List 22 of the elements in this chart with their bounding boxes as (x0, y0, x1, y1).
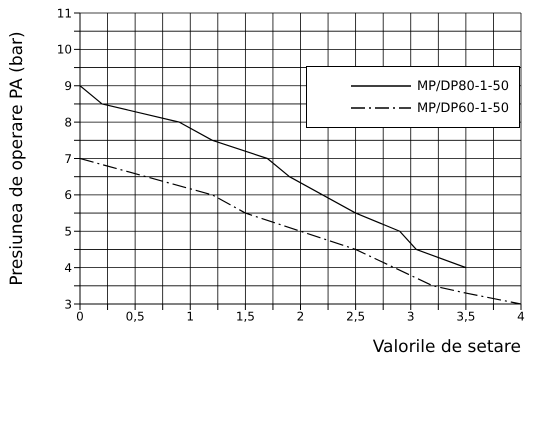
y-tick-label: 10 (56, 42, 72, 57)
y-tick-label: 5 (64, 224, 72, 239)
x-tick-label: 3,5 (456, 310, 476, 324)
y-tick-label: 7 (64, 152, 72, 166)
x-tick-label: 4 (517, 310, 525, 324)
x-tick-label: 1 (186, 310, 194, 324)
y-tick-label: 3 (64, 297, 72, 312)
y-tick-label: 11 (56, 6, 72, 20)
x-axis-title: Valorile de setare (372, 337, 521, 357)
y-tick-label: 4 (64, 260, 72, 275)
y-tick-label: 8 (64, 115, 72, 130)
x-tick-label: 2,5 (346, 310, 366, 324)
x-tick-label: 3 (406, 310, 415, 324)
y-tick-label: 6 (64, 188, 72, 202)
x-tick-label: 0 (76, 310, 84, 324)
legend-label: MP/DP80-1-50 (416, 78, 509, 94)
y-tick-label: 9 (64, 79, 72, 94)
x-tick-label: 0,5 (126, 310, 145, 324)
x-tick-label: 1,5 (236, 310, 255, 324)
legend-label: MP/DP60-1-50 (416, 100, 509, 116)
x-tick-label: 2 (296, 310, 304, 324)
y-axis-title: Presiunea de operare PA (bar) (7, 31, 28, 286)
